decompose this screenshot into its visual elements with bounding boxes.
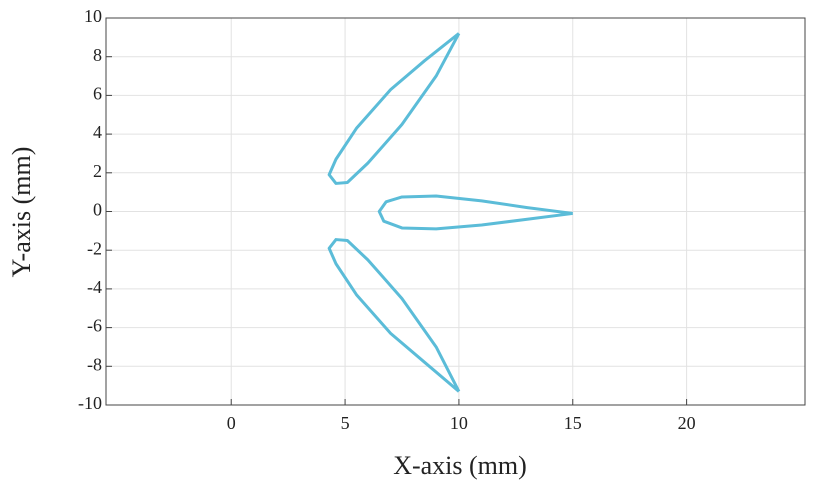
y-tick-label: -8 bbox=[87, 354, 102, 374]
x-tick-label: 5 bbox=[341, 413, 350, 433]
curve bbox=[327, 32, 461, 185]
y-tick-label: 0 bbox=[93, 200, 102, 220]
curve bbox=[377, 194, 573, 231]
x-tick-label: 15 bbox=[564, 413, 582, 433]
x-tick-label: 10 bbox=[450, 413, 468, 433]
y-tick-label: -4 bbox=[87, 277, 102, 297]
x-tick-label: 20 bbox=[678, 413, 696, 433]
y-axis-label: Y-axis (mm) bbox=[7, 147, 36, 278]
y-tick-label: 6 bbox=[93, 84, 102, 104]
curve bbox=[327, 238, 461, 393]
y-tick-label: -2 bbox=[87, 238, 102, 258]
y-tick-label: 10 bbox=[84, 6, 102, 26]
y-tick-label: 8 bbox=[93, 45, 102, 65]
x-axis-label: X-axis (mm) bbox=[393, 451, 527, 480]
y-tick-label: -10 bbox=[78, 393, 102, 413]
y-tick-label: 4 bbox=[93, 122, 102, 142]
plot-frame bbox=[105, 17, 806, 406]
y-tick-label: -6 bbox=[87, 316, 102, 336]
y-tick-label: 2 bbox=[93, 161, 102, 181]
x-tick-label: 0 bbox=[227, 413, 236, 433]
